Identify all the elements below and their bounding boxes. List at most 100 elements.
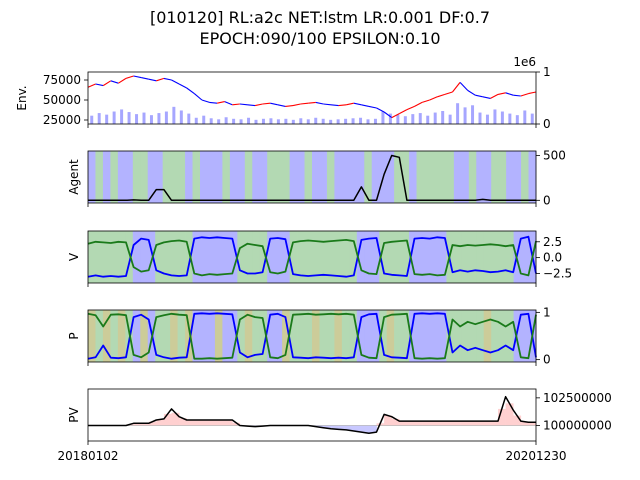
v-region-sell <box>521 231 529 283</box>
env-left-tick-label: 75000 <box>43 73 81 87</box>
agent-region-buy <box>274 151 283 203</box>
env-price-segment <box>178 83 187 89</box>
agent-region-sell <box>386 151 395 203</box>
env-volume-bar <box>284 118 288 124</box>
v-region-buy <box>349 231 358 283</box>
agent-region-buy <box>521 151 529 203</box>
env-volume-bar <box>202 115 206 124</box>
p-region-buy <box>476 310 485 362</box>
v-region-buy <box>379 231 388 283</box>
pv-fill-segment <box>437 421 446 426</box>
agent-region-sell <box>334 151 343 203</box>
pv-line-series <box>88 395 536 435</box>
v-right-tick-label: 0.0 <box>543 251 562 265</box>
p-region-buy <box>110 310 119 362</box>
agent-region-sell <box>214 151 223 203</box>
pv-fill-segment <box>429 421 438 426</box>
env-price-segment <box>490 93 499 99</box>
v-region-sell <box>207 231 216 283</box>
env-price-segment <box>459 82 469 91</box>
env-price-segment <box>383 111 393 119</box>
env-price-segment <box>171 79 180 85</box>
title-line-1: [010120] RL:a2c NET:lstm LR:0.001 DF:0.7 <box>149 8 491 27</box>
pv-fill-segment <box>528 422 537 426</box>
env-volume-bar <box>157 113 161 124</box>
agent-right-tick-label: 0 <box>543 193 551 207</box>
env-ylabel: Env. <box>15 85 29 110</box>
env-volume-bar <box>164 111 168 124</box>
env-price-segment <box>346 102 354 106</box>
agent-region-sell <box>409 151 417 203</box>
p-region-buy <box>297 310 305 362</box>
env-price-segment <box>254 103 263 107</box>
env-price-segment <box>437 93 446 98</box>
agent-region-buy <box>170 151 178 203</box>
p-region-hold <box>102 310 111 362</box>
v-region-buy <box>170 231 178 283</box>
p-region-buy <box>162 310 171 362</box>
pv-fill-segment <box>156 419 165 426</box>
v-region-buy <box>88 231 96 283</box>
pv-fill-segment <box>384 415 393 426</box>
pv-fill-segment <box>444 421 453 426</box>
agent-region-sell <box>88 151 96 203</box>
env-volume-bar <box>463 107 467 124</box>
v-region-buy <box>491 231 500 283</box>
p-region-hold <box>214 310 223 362</box>
env-price-segment <box>300 102 309 105</box>
env-price-segment <box>399 109 408 115</box>
v-region-sell <box>416 231 425 283</box>
agent-region-buy <box>162 151 171 203</box>
agent-region-sell <box>259 151 268 203</box>
p-region-buy <box>289 310 298 362</box>
v-region-buy <box>319 231 328 283</box>
env-price-segment <box>467 89 476 96</box>
env-volume-bar <box>493 109 497 124</box>
title-line-2: EPOCH:090/100 EPSILON:0.10 <box>199 29 441 48</box>
agent-region-buy <box>431 151 440 203</box>
env-left-tick-label: 25000 <box>43 113 81 127</box>
p-axes-frame <box>87 309 537 363</box>
v-region-buy <box>102 231 111 283</box>
p-ylabel: P <box>67 332 81 339</box>
pv-right-tick-label: 100000000 <box>543 419 612 433</box>
agent-region-sell <box>125 151 134 203</box>
agent-region-buy <box>267 151 276 203</box>
p-region-buy <box>491 310 500 362</box>
agent-region-buy <box>326 151 335 203</box>
env-volume-bar <box>276 119 280 124</box>
env-price-segment <box>308 101 316 104</box>
pv-fill-segment <box>315 425 324 428</box>
agent-region-sell <box>117 151 126 203</box>
env-price-segment <box>482 96 491 99</box>
agent-region-sell <box>319 151 328 203</box>
env-price-segment <box>497 92 506 95</box>
v-region-buy <box>110 231 119 283</box>
env-price-segment <box>513 94 521 97</box>
env-price-segment <box>201 99 210 103</box>
v-region-buy <box>259 231 268 283</box>
agent-region-buy <box>132 151 141 203</box>
v-region-sell <box>274 231 283 283</box>
agent-region-buy <box>282 151 290 203</box>
env-price-segment <box>285 105 294 107</box>
env-volume-bar <box>239 119 243 124</box>
agent-region-buy <box>364 151 373 203</box>
agent-region-buy <box>416 151 425 203</box>
v-region-sell <box>200 231 208 283</box>
v-region-sell <box>214 231 223 283</box>
env-volume-bar <box>500 111 504 124</box>
agent-region-sell <box>312 151 320 203</box>
env-price-segment <box>133 75 142 79</box>
p-region-sell <box>200 310 208 362</box>
pv-fill-segment <box>323 425 332 429</box>
p-region-sell <box>521 310 529 362</box>
env-price-segment <box>315 101 324 105</box>
p-right-tick-label: 1 <box>543 305 551 319</box>
env-volume-bar <box>433 112 437 124</box>
p-region-buy <box>252 310 261 362</box>
pv-fill-segment <box>475 421 484 426</box>
pv-fill-segment <box>163 413 172 426</box>
p-region-sell <box>207 310 216 362</box>
